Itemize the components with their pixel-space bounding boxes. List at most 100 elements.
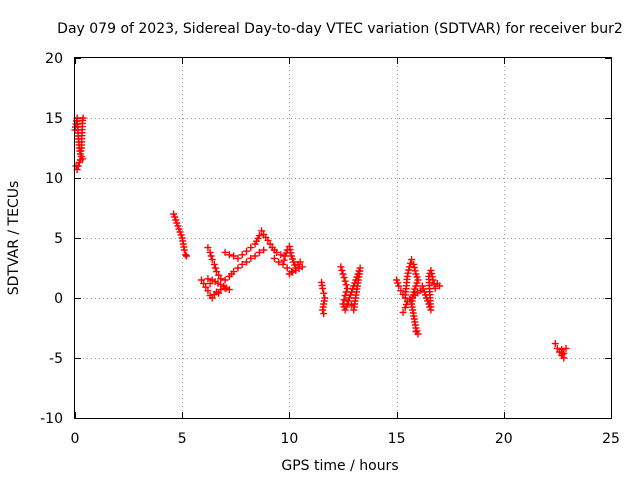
y-tick-label: 10: [45, 171, 63, 187]
y-tick-labels: -10 -5 0 5 10 15 20: [40, 51, 63, 427]
data-point: [215, 271, 223, 279]
data-point: [181, 251, 189, 259]
data-point: [207, 252, 215, 260]
data-point: [342, 281, 350, 289]
data-point: [429, 276, 437, 284]
data-point: [206, 248, 214, 256]
data-point: [551, 340, 559, 348]
data-point: [182, 252, 190, 260]
data-point: [79, 114, 87, 122]
data-point: [320, 289, 328, 297]
data-point: [412, 328, 420, 336]
data-point: [319, 284, 327, 292]
data-point: [204, 244, 212, 252]
data-point: [280, 256, 288, 264]
data-point: [285, 242, 293, 250]
data-point: [208, 294, 216, 302]
data-point: [411, 267, 419, 275]
data-point: [230, 268, 238, 276]
data-point: [562, 344, 570, 352]
data-point: [180, 246, 188, 254]
data-point: [435, 282, 443, 290]
y-tick-label: -5: [49, 351, 63, 367]
data-point: [204, 287, 212, 295]
data-point: [286, 246, 294, 254]
data-point: [251, 252, 259, 260]
data-point: [217, 275, 225, 283]
data-point: [210, 260, 218, 268]
data-point: [560, 349, 568, 357]
data-point: [288, 268, 296, 276]
data-point: [208, 276, 216, 284]
data-point: [403, 272, 411, 280]
data-point: [553, 344, 561, 352]
plot-frame: [74, 57, 612, 419]
data-point: [277, 251, 285, 259]
data-point: [407, 259, 415, 267]
data-point: [206, 280, 214, 288]
data-point: [431, 284, 439, 292]
data-point: [255, 232, 263, 240]
data-point: [427, 266, 435, 274]
data-point: [337, 263, 345, 271]
data-point: [225, 251, 233, 259]
data-point: [296, 258, 304, 266]
data-point: [399, 308, 407, 316]
data-point: [247, 254, 255, 262]
data-points: [71, 114, 570, 362]
data-point: [340, 274, 348, 282]
data-point: [208, 256, 216, 264]
x-tick-label: 5: [178, 431, 187, 447]
data-point: [348, 301, 356, 309]
data-point: [230, 252, 238, 260]
data-point: [202, 283, 210, 291]
data-point: [428, 273, 436, 281]
data-point: [273, 248, 281, 256]
data-point: [234, 254, 242, 262]
data-point: [428, 270, 436, 278]
chart-title: Day 079 of 2023, Sidereal Day-to-day VTE…: [57, 21, 623, 37]
data-point: [234, 264, 242, 272]
data-point: [264, 236, 272, 244]
data-point: [275, 258, 283, 266]
x-tick-label: 15: [388, 431, 406, 447]
x-axis-label: GPS time / hours: [281, 458, 398, 474]
y-tick-label: 20: [45, 51, 63, 67]
data-point: [338, 266, 346, 274]
data-point: [395, 282, 403, 290]
data-point: [283, 264, 291, 272]
data-point: [410, 260, 418, 268]
y-tick-label: 0: [54, 291, 63, 307]
data-point: [340, 296, 348, 304]
data-point: [404, 269, 412, 277]
data-point: [211, 264, 219, 272]
data-point: [410, 264, 418, 272]
data-point: [287, 249, 295, 257]
data-point: [213, 268, 221, 276]
x-tick-label: 10: [280, 431, 298, 447]
data-point: [405, 263, 413, 271]
data-point: [339, 270, 347, 278]
data-point: [260, 246, 268, 254]
data-point: [243, 258, 251, 266]
data-point: [350, 306, 358, 314]
data-point: [238, 251, 246, 259]
data-point: [221, 248, 229, 256]
x-tick-labels: 0 5 10 15 20 25: [71, 431, 620, 447]
data-point: [258, 227, 266, 235]
data-point: [270, 254, 278, 262]
data-point: [79, 155, 87, 163]
y-tick-label: -10: [40, 411, 63, 427]
data-point: [238, 260, 246, 268]
data-point: [341, 277, 349, 285]
x-tick-label: 25: [602, 431, 620, 447]
data-point: [319, 306, 327, 314]
y-axis-label: SDTVAR / TECUs: [6, 181, 22, 296]
data-point: [215, 289, 223, 297]
data-point: [243, 247, 251, 255]
data-point: [197, 276, 205, 284]
data-point: [221, 276, 229, 284]
data-point: [74, 162, 82, 170]
data-point: [408, 256, 416, 264]
